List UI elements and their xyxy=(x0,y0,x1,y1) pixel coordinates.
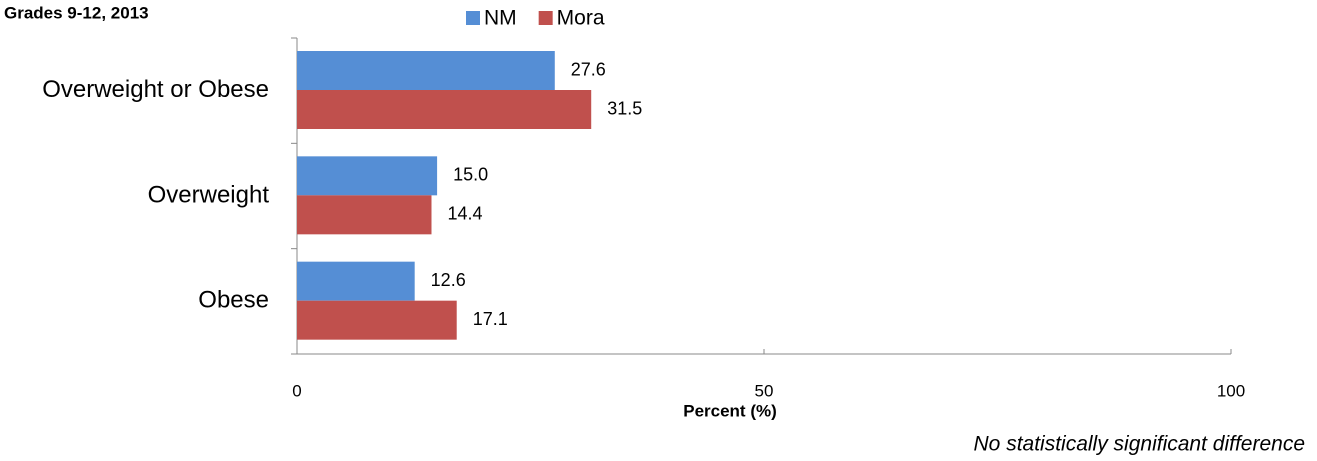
annotation: No statistically significant difference xyxy=(974,433,1305,456)
data-label: 27.6 xyxy=(571,59,606,79)
x-tick-label: 50 xyxy=(755,381,774,400)
bar xyxy=(297,90,592,129)
legend-swatch xyxy=(466,11,480,25)
chart-title: Grades 9-12, 2013 xyxy=(4,3,149,22)
legend-swatch xyxy=(538,11,553,25)
bar xyxy=(297,51,555,90)
data-label: 12.6 xyxy=(431,270,466,290)
legend-label: Mora xyxy=(557,7,605,30)
bar xyxy=(297,300,457,340)
y-tick-label: Obese xyxy=(198,287,269,314)
bar xyxy=(297,261,415,301)
y-tick-label: Overweight or Obese xyxy=(42,76,269,103)
x-tick-label: 0 xyxy=(292,381,301,400)
data-label: 15.0 xyxy=(453,165,488,185)
legend-label: NM xyxy=(484,7,517,30)
x-tick-label: 100 xyxy=(1217,381,1245,400)
bar xyxy=(297,195,432,235)
data-label: 14.4 xyxy=(447,204,482,224)
data-label: 31.5 xyxy=(607,98,642,118)
data-label: 17.1 xyxy=(473,309,508,329)
y-tick-label: Overweight xyxy=(148,181,270,208)
x-axis-label: Percent (%) xyxy=(683,401,777,420)
bar xyxy=(297,156,438,196)
